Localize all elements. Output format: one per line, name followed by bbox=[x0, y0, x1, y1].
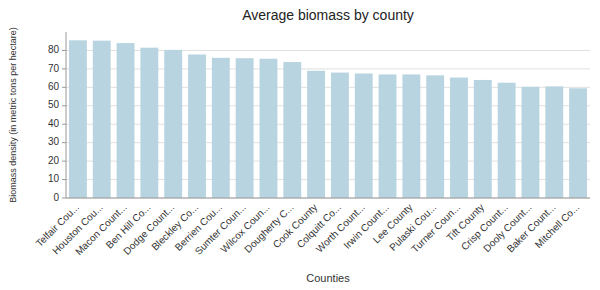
bar bbox=[307, 71, 325, 198]
bar bbox=[236, 58, 254, 198]
bar bbox=[283, 62, 301, 198]
x-tick-label: Mitchell Co... bbox=[533, 202, 582, 251]
y-tick-label: 40 bbox=[48, 118, 60, 129]
title: Average biomass by county bbox=[242, 7, 414, 23]
x-axis-line bbox=[66, 198, 590, 199]
bar bbox=[402, 74, 420, 198]
x-ticks: Telfair Cou...Houston Cou...Macon Count.… bbox=[34, 202, 582, 258]
bar bbox=[188, 55, 206, 198]
y-tick-label: 60 bbox=[48, 81, 60, 92]
y-tick bbox=[62, 161, 66, 162]
y-tick-label: 20 bbox=[48, 155, 60, 166]
y-tick bbox=[62, 68, 66, 69]
y-tick-label: 30 bbox=[48, 136, 60, 147]
y-tick-label: 80 bbox=[48, 44, 60, 55]
y-tick bbox=[62, 50, 66, 51]
y-tick bbox=[62, 105, 66, 106]
y-tick bbox=[62, 142, 66, 143]
bar bbox=[355, 74, 373, 199]
bar bbox=[522, 87, 540, 198]
x-axis-label: Counties bbox=[306, 272, 350, 284]
y-tick-label: 70 bbox=[48, 63, 60, 74]
grid-line bbox=[66, 198, 590, 199]
y-axis-label: Biomass density (in metric tons per hect… bbox=[8, 27, 18, 203]
bar bbox=[260, 59, 278, 198]
y-tick-label: 0 bbox=[53, 192, 59, 203]
bar bbox=[450, 78, 468, 198]
bar bbox=[545, 86, 563, 198]
bar bbox=[426, 75, 444, 198]
bar bbox=[69, 40, 87, 198]
y-ticks: 0 10 20 30 40 50 60 70 80 bbox=[48, 44, 66, 203]
bar bbox=[117, 43, 135, 198]
bar bbox=[140, 48, 158, 198]
y-tick-label: 50 bbox=[48, 99, 60, 110]
y-tick-label: 10 bbox=[48, 173, 60, 184]
bar bbox=[474, 80, 492, 198]
bar bbox=[93, 41, 111, 198]
y-tick bbox=[62, 124, 66, 125]
bars bbox=[69, 40, 587, 198]
bar bbox=[164, 50, 182, 198]
bar bbox=[569, 88, 587, 198]
y-axis-line bbox=[66, 32, 67, 198]
bar bbox=[212, 58, 230, 198]
bar bbox=[331, 73, 349, 198]
chart: 0 10 20 30 40 50 60 70 80 Telfair Cou...Houston C… bbox=[0, 0, 600, 290]
y-tick bbox=[62, 198, 66, 199]
y-tick bbox=[62, 179, 66, 180]
bar bbox=[379, 74, 397, 198]
y-tick bbox=[62, 87, 66, 88]
bar bbox=[498, 83, 516, 198]
